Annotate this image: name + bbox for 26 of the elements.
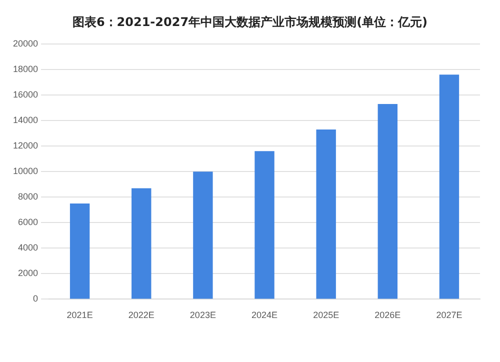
x-tick-label: 2022E <box>128 310 154 320</box>
bar <box>316 129 336 299</box>
y-tick-label: 4000 <box>18 242 38 253</box>
y-tick-label: 12000 <box>12 140 38 151</box>
x-tick-label: 2026E <box>374 310 401 320</box>
x-tick-label: 2023E <box>190 310 216 320</box>
y-tick-label: 14000 <box>12 115 38 126</box>
y-tick-label: 20000 <box>12 38 38 48</box>
chart-title: 图表6：2021-2027年中国大数据产业市场规模预测(单位：亿元) <box>71 14 429 31</box>
y-tick-label: 0 <box>33 294 38 304</box>
y-tick-label: 18000 <box>12 64 38 74</box>
x-tick-label: 2027E <box>436 310 462 320</box>
y-tick-label: 10000 <box>12 166 38 176</box>
bar <box>439 74 460 299</box>
x-tick-label: 2025E <box>313 310 340 320</box>
bar <box>378 104 398 299</box>
bar <box>193 172 213 299</box>
bar <box>254 151 274 299</box>
bar <box>132 188 152 299</box>
y-tick-label: 16000 <box>12 90 38 100</box>
y-tick-label: 6000 <box>18 217 38 228</box>
y-tick-label: 8000 <box>18 192 38 202</box>
bar <box>70 204 90 299</box>
y-tick-label: 2000 <box>18 268 38 278</box>
x-tick-label: 2024E <box>252 310 278 320</box>
x-tick-label: 2021E <box>66 310 93 320</box>
